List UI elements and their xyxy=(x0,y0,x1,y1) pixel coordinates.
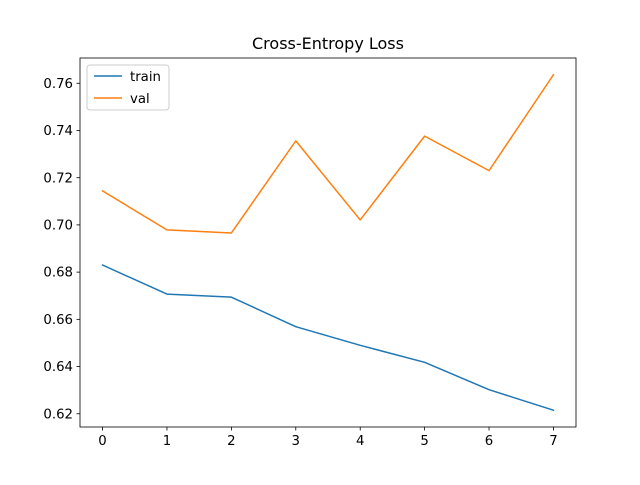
y-tick-label: 0.64 xyxy=(43,360,73,375)
x-tick-label: 4 xyxy=(356,434,364,449)
x-tick-label: 1 xyxy=(163,434,171,449)
x-tick-label: 7 xyxy=(549,434,557,449)
y-tick-label: 0.68 xyxy=(43,266,73,281)
series-line-val xyxy=(101,73,555,234)
x-tick-label: 6 xyxy=(485,434,493,449)
y-tick-label: 0.72 xyxy=(43,171,73,186)
legend-label-val: val xyxy=(130,92,150,107)
legend-label-train: train xyxy=(130,70,161,85)
x-tick-label: 3 xyxy=(292,434,300,449)
axes-frame xyxy=(79,57,577,428)
y-tick-label: 0.62 xyxy=(43,407,73,422)
y-tick-label: 0.70 xyxy=(43,219,73,234)
plot-area: 0 1 2 3 4 5 6 7 0.62 0.64 0.66 0.68 0.70 0.72 0.74 0.76… xyxy=(43,57,577,449)
series-line-train xyxy=(101,264,555,412)
y-tick-label: 0.74 xyxy=(43,124,73,139)
y-tick-label: 0.76 xyxy=(43,77,73,92)
y-tick-label: 0.66 xyxy=(43,313,73,328)
legend: train val xyxy=(86,64,170,111)
x-tick-label: 5 xyxy=(420,434,428,449)
chart-title: Cross-Entropy Loss xyxy=(252,34,404,53)
x-tick-label: 2 xyxy=(227,434,235,449)
x-tick-label: 0 xyxy=(98,434,106,449)
